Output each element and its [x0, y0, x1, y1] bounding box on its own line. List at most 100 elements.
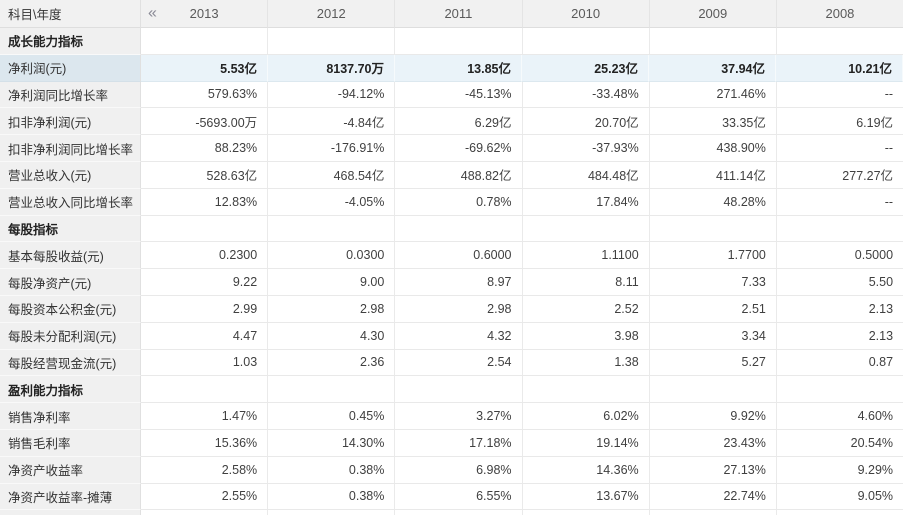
row-label: 基本每股收益(元) [0, 242, 141, 270]
value-cell: 4.47 [141, 322, 269, 350]
value-cell: 1.7700 [649, 242, 777, 270]
value-cell: 25.23亿 [522, 54, 649, 82]
value-cell: 14.36% [522, 456, 650, 484]
table-row[interactable]: 净利润(元) 5.53亿 8137.70万 13.85亿 25.23亿 37.94亿 10.… [0, 54, 903, 82]
table-row[interactable]: 净利润同比增长率 579.63% -94.12% -45.13% -33.48% 271.… [0, 81, 903, 109]
row-label: 净利润(元) [0, 54, 141, 82]
value-cell: 9.22 [141, 269, 269, 296]
value-cell: -69.62% [395, 135, 523, 162]
year-header-2009: 2009 [649, 0, 777, 28]
value-cell: 9.00 [268, 269, 396, 296]
value-cell: 14.30% [268, 429, 396, 457]
value-cell: -33.48% [522, 81, 650, 109]
value-cell: 8137.70万 [268, 54, 395, 82]
value-cell: 27.13% [649, 456, 777, 484]
value-cell: 48.28% [649, 188, 777, 216]
value-cell: 6.02% [522, 403, 650, 430]
value-cell: 8.97 [395, 269, 523, 296]
value-cell: 2.13 [776, 295, 903, 323]
value-cell: 13.67% [522, 483, 650, 511]
value-cell: 411.14亿 [649, 161, 777, 189]
year-label: 2012 [316, 6, 346, 21]
value-cell [268, 510, 396, 515]
corner-header: 科目\年度 [0, 0, 141, 28]
row-label: 净资产收益率-摊薄 [0, 483, 141, 511]
table-row[interactable]: 每股资本公积金(元) 2.99 2.98 2.98 2.52 2.51 2.13 [0, 295, 903, 323]
value-cell: -37.93% [522, 135, 650, 162]
table-row[interactable]: 基本每股收益(元) 0.2300 0.0300 0.6000 1.1100 1.7700 0… [0, 242, 903, 270]
value-cell [268, 28, 396, 55]
value-cell: 20.70亿 [522, 108, 650, 136]
value-cell: 4.32 [395, 322, 523, 350]
table-row[interactable]: 每股净资产(元) 9.22 9.00 8.97 8.11 7.33 5.50 [0, 269, 903, 296]
value-cell [776, 215, 903, 243]
year-label: 2011 [444, 6, 473, 21]
table-row[interactable]: 营业总收入同比增长率 12.83% -4.05% 0.78% 17.84% 48.28% -… [0, 188, 903, 216]
value-cell: 20.54% [776, 429, 903, 457]
year-label: 2013 [189, 6, 219, 21]
value-cell: 9.92% [649, 403, 777, 430]
value-cell [649, 376, 777, 404]
year-header-2010: 2010 [522, 0, 650, 28]
value-cell [776, 510, 903, 515]
value-cell: 1.03 [141, 349, 269, 377]
row-label: 营业总收入同比增长率 [0, 188, 141, 216]
table-row[interactable]: 每股未分配利润(元) 4.47 4.30 4.32 3.98 3.34 2.13 [0, 322, 903, 350]
row-label [0, 510, 141, 515]
row-label: 净利润同比增长率 [0, 81, 141, 109]
value-cell: 5.27 [649, 349, 777, 377]
value-cell: 2.98 [395, 295, 523, 323]
value-cell: 0.2300 [141, 242, 269, 270]
value-cell: 0.78% [395, 188, 523, 216]
value-cell: 13.85亿 [395, 54, 522, 82]
table-body: 成长能力指标 净利润(元) 5.53亿 8137.70万 13.85亿 25.23亿 37.… [0, 28, 903, 515]
value-cell: -176.91% [268, 135, 396, 162]
year-header-2012: 2012 [268, 0, 396, 28]
value-cell: 0.6000 [395, 242, 523, 270]
value-cell [141, 510, 269, 515]
value-cell: 17.18% [395, 429, 523, 457]
row-label: 每股资本公积金(元) [0, 295, 141, 323]
value-cell: -5693.00万 [141, 108, 269, 136]
value-cell: 6.55% [395, 483, 523, 511]
value-cell [141, 215, 269, 243]
value-cell [522, 510, 650, 515]
value-cell: 12.83% [141, 188, 269, 216]
value-cell [395, 215, 523, 243]
table-row[interactable]: 扣非净利润(元) -5693.00万 -4.84亿 6.29亿 20.70亿 33.35亿… [0, 108, 903, 136]
year-header-2011: 2011 [395, 0, 523, 28]
value-cell: 0.87 [776, 349, 903, 377]
value-cell: 17.84% [522, 188, 650, 216]
value-cell: 6.29亿 [395, 108, 523, 136]
row-label: 净资产收益率 [0, 456, 141, 484]
value-cell: 438.90% [649, 135, 777, 162]
value-cell [268, 376, 396, 404]
table-row[interactable]: 销售净利率 1.47% 0.45% 3.27% 6.02% 9.92% 4.60% [0, 403, 903, 430]
scroll-left-icon[interactable]: « [148, 3, 157, 21]
year-header-2013: 2013 « [141, 0, 269, 28]
value-cell: 271.46% [649, 81, 777, 109]
row-label: 每股经营现金流(元) [0, 349, 141, 377]
value-cell: 6.98% [395, 456, 523, 484]
table-row[interactable]: 扣非净利润同比增长率 88.23% -176.91% -69.62% -37.93% 43… [0, 135, 903, 162]
table-row[interactable]: 净资产收益率 2.58% 0.38% 6.98% 14.36% 27.13% 9.29% [0, 456, 903, 484]
table-row[interactable]: 营业总收入(元) 528.63亿 468.54亿 488.82亿 484.48亿 411.… [0, 161, 903, 189]
row-label: 每股指标 [0, 215, 141, 243]
value-cell: 2.13 [776, 322, 903, 350]
value-cell: 19.14% [522, 429, 650, 457]
value-cell [141, 28, 269, 55]
table-row[interactable]: 销售毛利率 15.36% 14.30% 17.18% 19.14% 23.43% 20.54… [0, 429, 903, 457]
value-cell: 488.82亿 [395, 161, 523, 189]
year-header-2008: 2008 [776, 0, 903, 28]
table-row[interactable]: 每股经营现金流(元) 1.03 2.36 2.54 1.38 5.27 0.87 [0, 349, 903, 377]
value-cell: 2.99 [141, 295, 269, 323]
value-cell [395, 28, 523, 55]
value-cell: 7.33 [649, 269, 777, 296]
value-cell: 0.5000 [776, 242, 903, 270]
table-row [0, 510, 903, 515]
value-cell: 9.05% [776, 483, 903, 511]
value-cell: 0.0300 [268, 242, 396, 270]
value-cell: -4.05% [268, 188, 396, 216]
table-row[interactable]: 净资产收益率-摊薄 2.55% 0.38% 6.55% 13.67% 22.74% 9.05… [0, 483, 903, 511]
value-cell: 468.54亿 [268, 161, 396, 189]
